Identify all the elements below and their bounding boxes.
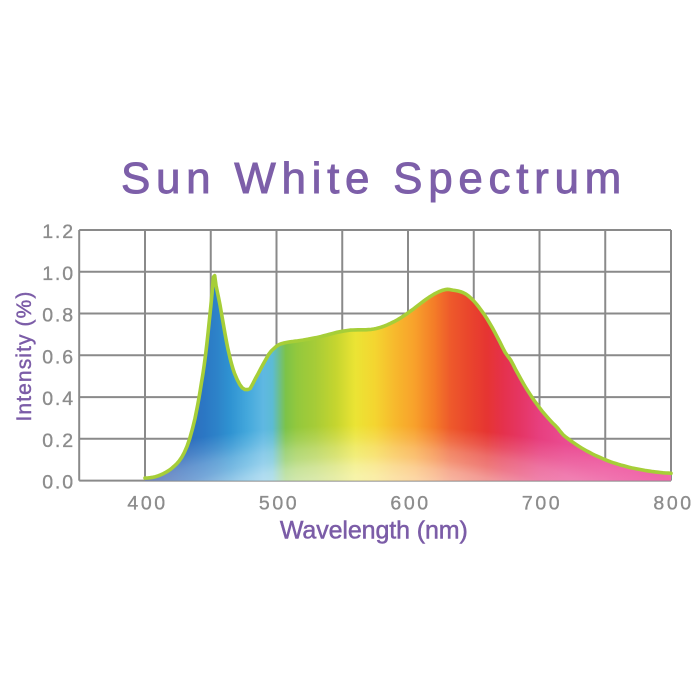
svg-text:Sun White Spectrum: Sun White Spectrum — [121, 154, 627, 203]
svg-text:400: 400 — [127, 493, 167, 515]
svg-text:0.0: 0.0 — [42, 472, 75, 494]
svg-text:600: 600 — [390, 493, 430, 515]
svg-text:0.8: 0.8 — [42, 305, 75, 327]
svg-text:500: 500 — [259, 493, 299, 515]
svg-text:0.2: 0.2 — [42, 430, 75, 452]
svg-text:0.4: 0.4 — [42, 388, 75, 410]
svg-text:Wavelength (nm): Wavelength (nm) — [280, 516, 468, 544]
svg-text:700: 700 — [522, 493, 562, 515]
svg-text:1.2: 1.2 — [42, 221, 75, 243]
svg-text:1.0: 1.0 — [42, 263, 75, 285]
svg-text:Intensity (%): Intensity (%) — [13, 291, 36, 422]
svg-text:800: 800 — [653, 493, 693, 515]
svg-text:0.6: 0.6 — [42, 346, 75, 368]
